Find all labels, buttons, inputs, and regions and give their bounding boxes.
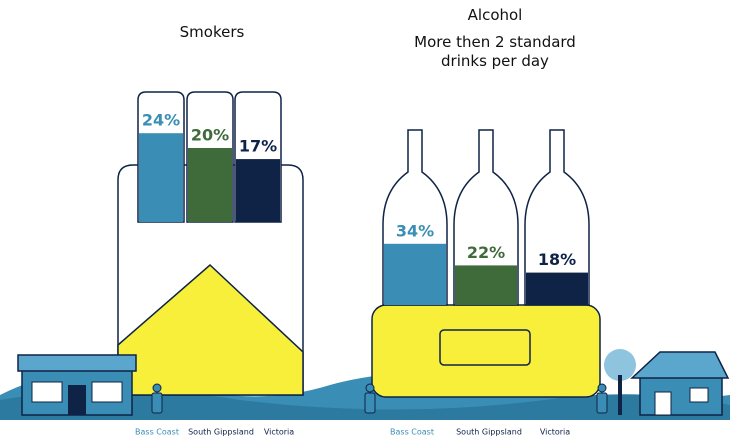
value-label: 24% <box>142 111 180 130</box>
value-label: 34% <box>396 221 434 240</box>
bar <box>455 265 517 305</box>
value-label: 22% <box>467 243 505 262</box>
bar <box>236 159 280 222</box>
scenery <box>0 164 730 420</box>
value-label: 17% <box>239 137 277 156</box>
category-label: Bass Coast <box>390 428 434 436</box>
category-label: Bass Coast <box>135 428 179 436</box>
category-label: South Gippsland <box>456 428 522 436</box>
bar <box>188 148 232 222</box>
value-label: 20% <box>191 126 229 145</box>
bar <box>139 133 183 222</box>
bar <box>384 243 446 305</box>
bottle <box>524 129 590 306</box>
bar <box>526 272 588 305</box>
chart-title: Smokers <box>179 23 245 41</box>
category-label: South Gippsland <box>188 428 254 436</box>
value-label: 18% <box>538 250 576 269</box>
bottle <box>453 129 519 306</box>
chart-subtitle: More then 2 standard drinks per day <box>414 33 576 70</box>
category-label: Victoria <box>540 428 570 436</box>
chart-title: Alcohol <box>467 6 523 24</box>
category-label: Victoria <box>264 428 294 436</box>
